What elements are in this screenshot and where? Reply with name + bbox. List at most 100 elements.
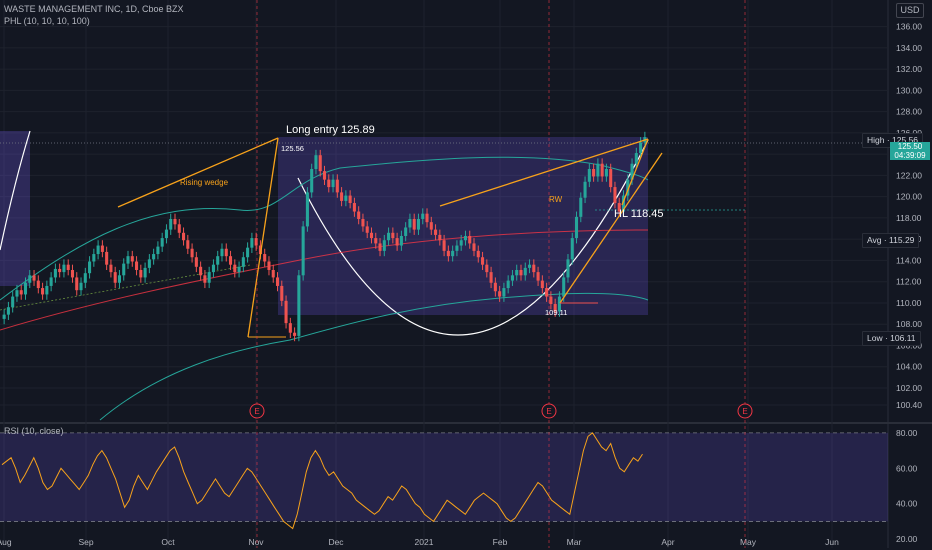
candle [583,181,587,198]
candles [2,131,647,342]
earnings-icon [249,403,265,419]
candle [275,277,280,286]
price-tick-label: 112.00 [896,277,922,287]
rsi-tick-label: 20.00 [896,534,918,544]
time-tick-label: Feb [493,537,508,547]
price-tick-label: 102.00 [896,383,922,393]
candle [241,257,245,267]
envelope-bands [0,156,649,421]
price-tick-label: 104.00 [896,362,922,372]
price-tick-label: 120.00 [896,192,922,202]
candle [374,238,378,244]
left-shade [0,131,30,286]
candle [459,240,463,246]
candle [92,254,96,262]
hl-line-seg [621,138,649,206]
candle [399,235,403,246]
candle [344,195,348,201]
time-tick-label: Aug [0,537,12,547]
candle [190,248,194,258]
candle [135,261,139,270]
candle [199,266,203,276]
candle [186,240,190,249]
candle [630,163,634,180]
candle [62,264,66,273]
rsi-tick-label: 60.00 [896,463,918,473]
price-tick-label: 136.00 [896,22,922,32]
candle [216,256,220,265]
avg-tag: Avg · 115.29 [862,233,920,248]
candle [75,277,79,291]
candle [211,264,215,273]
candle [596,163,600,177]
candle [481,257,485,265]
candle [639,142,643,154]
impulse-line [247,137,279,338]
candle [425,213,429,223]
candle [41,288,45,295]
rsi-title[interactable]: RSI (10, close) [4,426,64,436]
symbol-title[interactable]: WASTE MANAGEMENT INC, 1D, Cboe BZX [4,4,184,14]
candle [621,195,626,212]
left-curve [0,130,31,251]
candle [36,280,40,289]
price-tick-label: 128.00 [896,107,922,117]
candle [83,273,87,283]
candle [271,269,275,278]
candle [203,275,207,283]
candle [523,267,527,276]
candle [352,203,356,212]
candle [519,269,523,276]
candle [220,248,224,257]
candle [429,222,433,230]
candle [2,314,6,319]
candle [613,187,617,204]
candle [634,153,638,164]
candle [96,245,100,255]
candle [493,282,497,292]
candle [438,234,442,241]
earnings-icon [737,403,753,419]
candle [335,179,339,193]
candle [574,216,579,239]
candle [468,235,472,244]
candle [545,288,549,297]
candle [301,226,305,276]
candle [416,218,421,230]
candle [49,277,53,286]
candle [515,269,519,276]
currency-badge[interactable]: USD [896,3,924,18]
candle [378,243,382,251]
candle [28,275,32,283]
candle [58,268,62,273]
upper-band [0,156,649,301]
price-tick-label: 122.00 [896,170,922,180]
candle [164,229,168,239]
candle [540,280,544,289]
higher-low-label: HL 118.45 [614,208,664,220]
candle [45,285,49,295]
candle [224,248,228,257]
time-tick-label: Jun [825,537,839,547]
candle [502,288,506,297]
candle [126,256,130,264]
candle [536,272,540,281]
candle [32,275,36,281]
candle [109,264,113,273]
candle [156,246,160,255]
candle [254,238,258,246]
candle [472,243,476,251]
candle [510,275,514,281]
candle [228,256,233,265]
indicator-label[interactable]: PHL (10, 10, 10, 100) [4,16,90,26]
bar-countdown: 04:39:09 [894,151,926,160]
candle [258,245,262,255]
candle [267,261,271,270]
candle [527,264,532,268]
candle [293,332,297,336]
candle [53,268,57,278]
price-tick-label: 134.00 [896,43,922,53]
candle [361,218,365,227]
